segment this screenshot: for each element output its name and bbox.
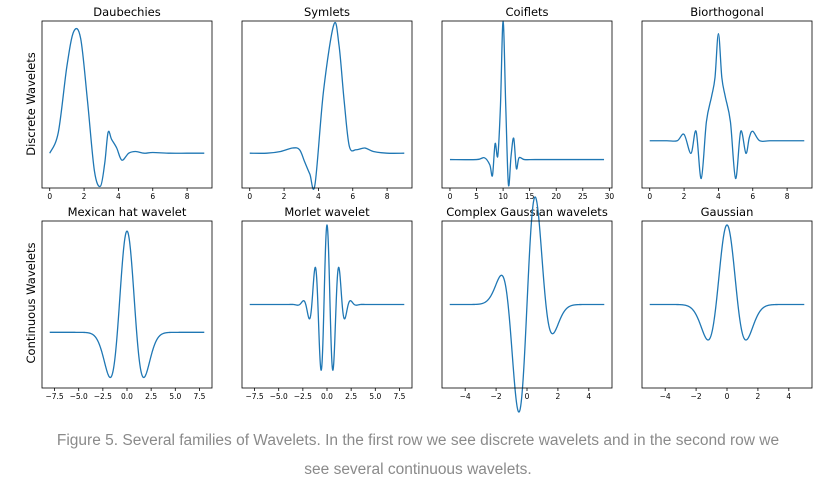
x-tick-label-complex-gaussian-wavelets: 0 [525, 392, 530, 401]
axes-frame-coiflets [441, 20, 613, 189]
x-tick-label-morlet-wavelet: 7.5 [393, 392, 405, 401]
panel-complex-gaussian-wavelets: Complex Gaussian wavelets −4 −2 0 2 4 [441, 196, 613, 413]
panel-title-coiflets: Coiflets [505, 5, 548, 19]
x-tick-label-symlets: 0 [247, 192, 252, 201]
row-label-continuous: Continuous Wavelets [24, 243, 38, 364]
panel-biorthogonal: Biorthogonal 0 2 4 6 8 [641, 5, 813, 201]
x-tick-label-symlets: 4 [316, 192, 321, 201]
x-tick-label-gaussian: −2 [691, 392, 702, 401]
x-tick-label-daubechies: 0 [47, 192, 52, 201]
x-tick-label-mexican-hat-wavelet: 5.0 [169, 392, 181, 401]
x-tick-label-mexican-hat-wavelet: 2.5 [145, 392, 157, 401]
x-tick-label-morlet-wavelet: 2.5 [345, 392, 357, 401]
x-tick-label-symlets: 8 [385, 192, 390, 201]
x-tick-label-daubechies: 6 [150, 192, 155, 201]
x-tick-label-gaussian: 4 [786, 392, 791, 401]
x-tick-label-mexican-hat-wavelet: −7.5 [45, 392, 63, 401]
x-tick-label-biorthogonal: 4 [716, 192, 721, 201]
x-tick-label-symlets: 6 [350, 192, 355, 201]
x-tick-label-symlets: 2 [282, 192, 287, 201]
wavelet-panels: Daubechies 0 2 4 6 8 Symlets 0 2 4 6 8 Coiflets 0 5 10 1… [41, 5, 813, 413]
x-tick-label-daubechies: 2 [82, 192, 87, 201]
x-tick-label-morlet-wavelet: 0.0 [321, 392, 333, 401]
x-tick-label-daubechies: 4 [116, 192, 121, 201]
x-tick-label-mexican-hat-wavelet: 0.0 [121, 392, 133, 401]
x-tick-label-coiflets: 5 [474, 192, 479, 201]
x-tick-label-biorthogonal: 2 [682, 192, 687, 201]
x-tick-label-mexican-hat-wavelet: −5.0 [70, 392, 88, 401]
series-line-coiflets [449, 20, 605, 187]
x-tick-label-biorthogonal: 8 [785, 192, 790, 201]
x-tick-label-coiflets: 10 [498, 192, 508, 201]
x-tick-label-mexican-hat-wavelet: −2.5 [94, 392, 112, 401]
panel-gaussian: Gaussian −4 −2 0 2 4 [641, 205, 813, 401]
x-tick-label-coiflets: 0 [448, 192, 453, 201]
series-line-complex-gaussian-wavelets [449, 196, 605, 413]
x-tick-label-gaussian: 2 [756, 392, 761, 401]
panel-title-biorthogonal: Biorthogonal [690, 5, 764, 19]
x-tick-label-coiflets: 15 [525, 192, 535, 201]
panel-morlet-wavelet: Morlet wavelet −7.5 −5.0 −2.5 0.0 2.5 5.0 7.5 [241, 205, 413, 401]
caption-line-1: Figure 5. Several families of Wavelets. … [56, 432, 780, 449]
panel-symlets: Symlets 0 2 4 6 8 [241, 5, 413, 201]
series-line-biorthogonal [649, 32, 805, 180]
figure-caption: Figure 5. Several families of Wavelets. … [20, 426, 816, 484]
x-tick-label-morlet-wavelet: −2.5 [294, 392, 312, 401]
x-tick-label-daubechies: 8 [185, 192, 190, 201]
x-tick-label-gaussian: 0 [725, 392, 730, 401]
axes-frame-symlets [241, 20, 413, 189]
x-tick-label-biorthogonal: 6 [750, 192, 755, 201]
panel-title-symlets: Symlets [304, 5, 350, 19]
axes-frame-daubechies [41, 20, 213, 189]
x-tick-label-complex-gaussian-wavelets: −4 [460, 392, 471, 401]
panel-title-daubechies: Daubechies [93, 5, 160, 19]
panel-title-morlet-wavelet: Morlet wavelet [284, 205, 370, 219]
series-line-symlets [249, 22, 405, 190]
x-tick-label-coiflets: 30 [605, 192, 615, 201]
panel-daubechies: Daubechies 0 2 4 6 8 [41, 5, 213, 201]
panel-title-gaussian: Gaussian [701, 205, 754, 219]
x-tick-label-gaussian: −4 [660, 392, 671, 401]
series-line-daubechies [49, 27, 205, 188]
panel-title-complex-gaussian-wavelets: Complex Gaussian wavelets [446, 205, 608, 219]
series-line-morlet-wavelet [249, 224, 405, 371]
panel-mexican-hat-wavelet: Mexican hat wavelet −7.5 −5.0 −2.5 0.0 2.5 5.0… [41, 205, 213, 401]
x-tick-label-complex-gaussian-wavelets: −2 [491, 392, 502, 401]
x-tick-label-mexican-hat-wavelet: 7.5 [193, 392, 205, 401]
x-tick-label-complex-gaussian-wavelets: 4 [586, 392, 591, 401]
panel-coiflets: Coiflets 0 5 10 15 20 25 30 [441, 5, 615, 201]
panel-title-mexican-hat-wavelet: Mexican hat wavelet [68, 205, 187, 219]
x-tick-label-complex-gaussian-wavelets: 2 [556, 392, 561, 401]
x-tick-label-coiflets: 25 [578, 192, 588, 201]
axes-frame-biorthogonal [641, 20, 813, 189]
x-tick-label-morlet-wavelet: −7.5 [245, 392, 263, 401]
x-tick-label-biorthogonal: 0 [647, 192, 652, 201]
x-tick-label-morlet-wavelet: −5.0 [270, 392, 288, 401]
x-tick-label-morlet-wavelet: 5.0 [369, 392, 381, 401]
series-line-mexican-hat-wavelet [49, 230, 205, 379]
wavelet-figure: Discrete Wavelets Continuous Wavelets Da… [24, 5, 813, 413]
series-line-gaussian [649, 224, 805, 341]
x-tick-label-coiflets: 20 [551, 192, 561, 201]
axes-frame-mexican-hat-wavelet [41, 220, 213, 389]
caption-line-2: see several continuous wavelets. [304, 461, 532, 478]
row-label-discrete: Discrete Wavelets [24, 52, 38, 156]
